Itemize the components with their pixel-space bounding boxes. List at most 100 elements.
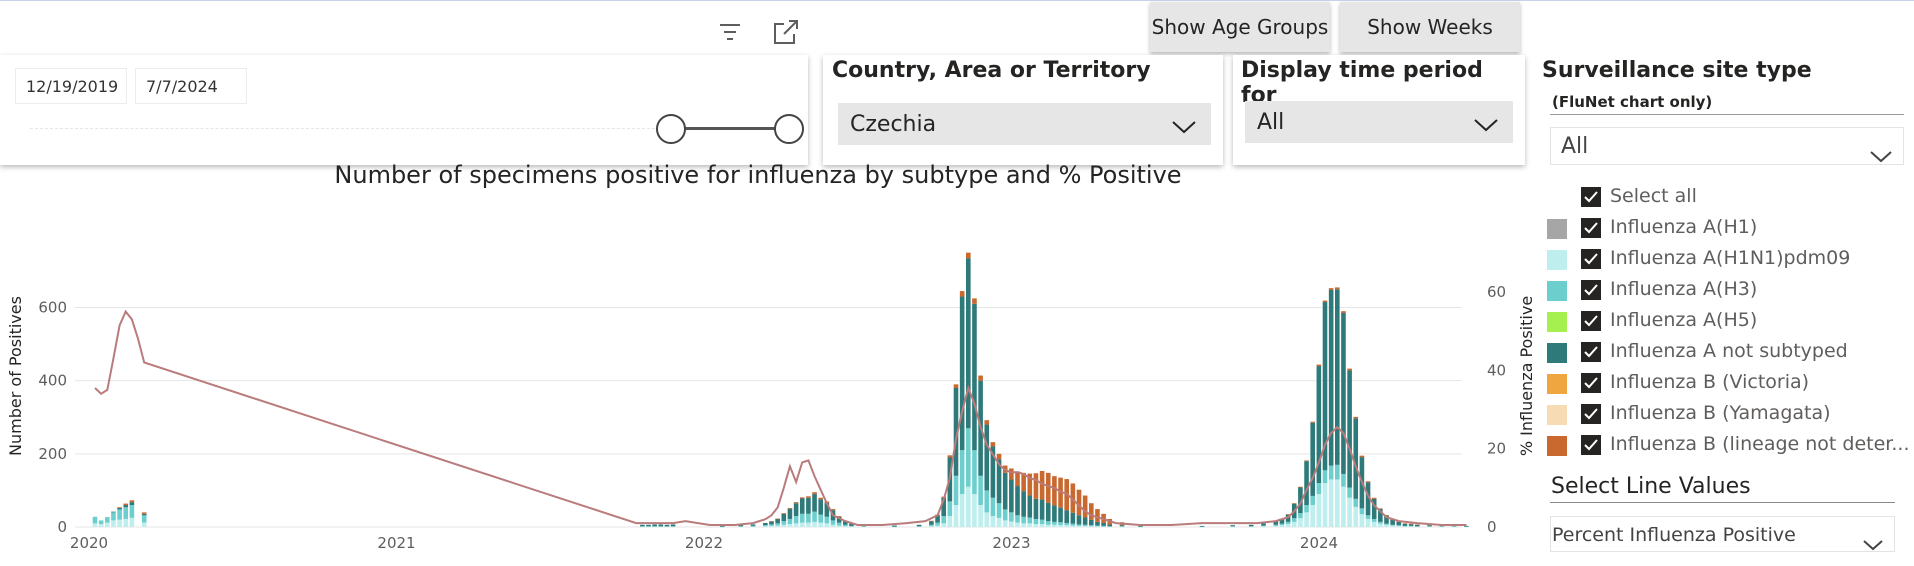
- bar-segment: [1304, 461, 1309, 506]
- country-dropdown[interactable]: Czechia: [838, 103, 1211, 145]
- line-select-title: Select Line Values: [1551, 474, 1751, 499]
- checkbox[interactable]: [1581, 373, 1601, 393]
- y2-tick-label: 40: [1487, 361, 1506, 379]
- site-dropdown[interactable]: All: [1550, 127, 1904, 165]
- bar-segment: [750, 526, 756, 528]
- legend-swatch: [1547, 250, 1567, 270]
- bar-segment: [646, 524, 651, 527]
- bar-segment: [1378, 509, 1383, 522]
- bar-segment: [1076, 515, 1082, 525]
- bar-segment: [1335, 464, 1340, 480]
- bar-segment: [652, 526, 657, 527]
- bar-segment: [1402, 526, 1408, 527]
- checkbox[interactable]: [1581, 435, 1601, 455]
- date-range-slicer: 12/19/2019 7/7/2024: [0, 55, 808, 165]
- checkbox[interactable]: [1581, 311, 1601, 331]
- bar-segment: [1261, 526, 1266, 527]
- top-border: [0, 0, 1914, 1]
- bar-segment: [129, 502, 135, 506]
- bar-segment: [1082, 525, 1088, 527]
- bar-segment: [1002, 472, 1008, 510]
- legend-swatch: [1547, 219, 1567, 239]
- bar-segment: [836, 525, 842, 527]
- bar-segment: [843, 521, 848, 525]
- bar-segment: [830, 524, 836, 527]
- checkbox[interactable]: [1581, 187, 1601, 207]
- bar-segment: [1009, 479, 1014, 513]
- start-date-input[interactable]: 12/19/2019: [15, 68, 127, 104]
- line-value: Percent Influenza Positive: [1552, 524, 1796, 546]
- bar-segment: [1353, 498, 1359, 507]
- bar-segment: [799, 513, 805, 523]
- bar-segment: [1347, 487, 1352, 498]
- bar-segment: [836, 516, 842, 517]
- bar-segment: [738, 526, 744, 528]
- bar-segment: [1058, 507, 1063, 523]
- bar-segment: [1095, 525, 1100, 527]
- bar-segment: [1002, 520, 1008, 527]
- bar-segment: [640, 524, 645, 527]
- bar-segment: [1402, 525, 1408, 527]
- bar-segment: [824, 523, 830, 527]
- slider-end-handle[interactable]: [774, 114, 804, 144]
- slider-start-handle[interactable]: [656, 114, 686, 144]
- bar-segment: [1341, 486, 1346, 527]
- legend-label: Influenza B (Victoria): [1610, 371, 1810, 393]
- bar-segment: [843, 524, 848, 527]
- bar-segment: [1009, 521, 1014, 527]
- bar-segment: [978, 475, 983, 506]
- bar-segment: [640, 526, 645, 528]
- country-value: Czechia: [850, 111, 937, 137]
- bar-segment: [861, 526, 867, 527]
- bar-segment: [990, 497, 996, 517]
- percent-positive-line: [94, 309, 1467, 526]
- bar-segment: [1402, 523, 1408, 524]
- country-slicer-title: Country, Area or Territory: [832, 58, 1151, 83]
- focus-mode-icon[interactable]: [772, 18, 800, 46]
- period-dropdown[interactable]: All: [1245, 101, 1513, 143]
- checkbox[interactable]: [1581, 280, 1601, 300]
- site-slicer-subtitle: (FluNet chart only): [1552, 93, 1713, 111]
- checkbox[interactable]: [1581, 404, 1601, 424]
- bar-segment: [1390, 524, 1395, 526]
- checkbox[interactable]: [1581, 218, 1601, 238]
- slider-track[interactable]: [30, 128, 670, 129]
- bar-segment: [984, 512, 990, 527]
- bar-segment: [812, 521, 817, 527]
- bar-segment: [1451, 526, 1457, 527]
- bar-segment: [1353, 418, 1359, 499]
- bar-segment: [1396, 525, 1402, 527]
- line-value-dropdown[interactable]: Percent Influenza Positive: [1550, 516, 1895, 552]
- period-value: All: [1257, 109, 1285, 135]
- y2-tick-label: 60: [1487, 283, 1506, 301]
- bar-segment: [92, 516, 98, 524]
- filter-icon[interactable]: [716, 18, 744, 46]
- bar-segment: [830, 509, 836, 511]
- bar-segment: [972, 450, 977, 495]
- show-weeks-button[interactable]: Show Weeks: [1340, 2, 1520, 52]
- end-date-input[interactable]: 7/7/2024: [135, 68, 247, 104]
- bar-segment: [781, 524, 787, 527]
- bar-segment: [1304, 460, 1309, 462]
- checkbox[interactable]: [1581, 342, 1601, 362]
- bar-segment: [793, 516, 799, 524]
- bar-segment: [111, 520, 116, 527]
- bar-segment: [935, 525, 940, 527]
- bar-segment: [1070, 483, 1076, 513]
- bar-segment: [824, 516, 830, 524]
- bar-segment: [1070, 523, 1076, 526]
- y-axis-label: Number of Positives: [6, 296, 25, 456]
- bar-segment: [1285, 524, 1291, 527]
- bar-segment: [972, 298, 977, 304]
- bar-segment: [1414, 526, 1420, 527]
- show-age-groups-button[interactable]: Show Age Groups: [1150, 2, 1330, 52]
- bar-segment: [1408, 523, 1414, 525]
- checkbox[interactable]: [1581, 249, 1601, 269]
- bar-segment: [1427, 525, 1432, 527]
- bar-segment: [98, 524, 104, 527]
- bar-segment: [929, 524, 934, 527]
- bar-segment: [1045, 524, 1051, 527]
- bar-segment: [1390, 525, 1395, 527]
- bar-segment: [984, 424, 990, 491]
- bar-segment: [1304, 512, 1309, 527]
